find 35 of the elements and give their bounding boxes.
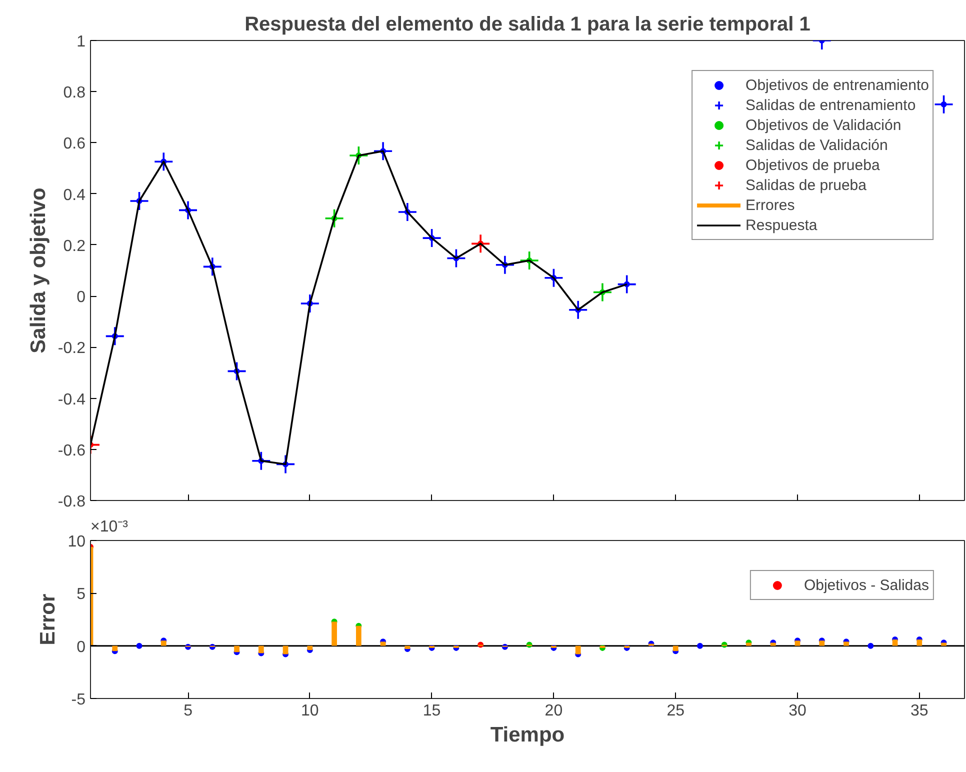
legend-label: Objetivos de prueba — [746, 156, 880, 174]
y-tick-label: 0.4 — [63, 186, 86, 204]
x-tick-label: 25 — [666, 702, 685, 720]
y-tick-label: -0.8 — [58, 494, 86, 510]
chart-title: Respuesta del elemento de salida 1 para la serie temporal 1 — [244, 14, 810, 36]
y-axis-title: Salida y objetivo — [26, 188, 50, 354]
y-tick-label: 1 — [76, 34, 86, 50]
x-axis-title: Tiempo — [490, 724, 565, 746]
y-tick-label: -0.4 — [58, 391, 86, 408]
legend-label: Objetivos de entrenamiento — [746, 76, 929, 94]
x-tick-label: 5 — [184, 702, 193, 720]
legend-label: Salidas de prueba — [746, 176, 866, 194]
y-tick-label: 0 — [76, 289, 86, 306]
legend-label: Salidas de Validación — [746, 136, 888, 154]
legend-label: Salidas de entrenamiento — [746, 96, 916, 114]
x-tick-label: 20 — [544, 702, 563, 720]
y-tick-label: -0.6 — [58, 442, 86, 460]
x-tick-label: 15 — [422, 702, 441, 720]
y-tick-label: 0.6 — [63, 136, 86, 153]
legend-label: Errores — [746, 196, 795, 214]
x-tick-label: 30 — [788, 702, 806, 720]
y-tick-label: 0.8 — [63, 84, 86, 102]
y-tick-label: 0 — [76, 638, 86, 656]
y-tick-label: 10 — [68, 534, 86, 550]
y-tick-label: 5 — [76, 586, 86, 604]
x-tick-label: 10 — [301, 702, 319, 720]
legend-label: Objetivos - Salidas — [804, 576, 929, 594]
y-axis-title: Error — [36, 594, 60, 646]
y-tick-label: -5 — [71, 692, 86, 708]
legend-label: Objetivos de Validación — [746, 116, 902, 134]
legend-label: Respuesta — [746, 216, 818, 234]
y-tick-label: -0.2 — [58, 340, 86, 358]
text: ×10⁻³ — [90, 518, 129, 536]
y-tick-label: 0.2 — [63, 238, 86, 255]
x-tick-label: 35 — [910, 702, 928, 720]
